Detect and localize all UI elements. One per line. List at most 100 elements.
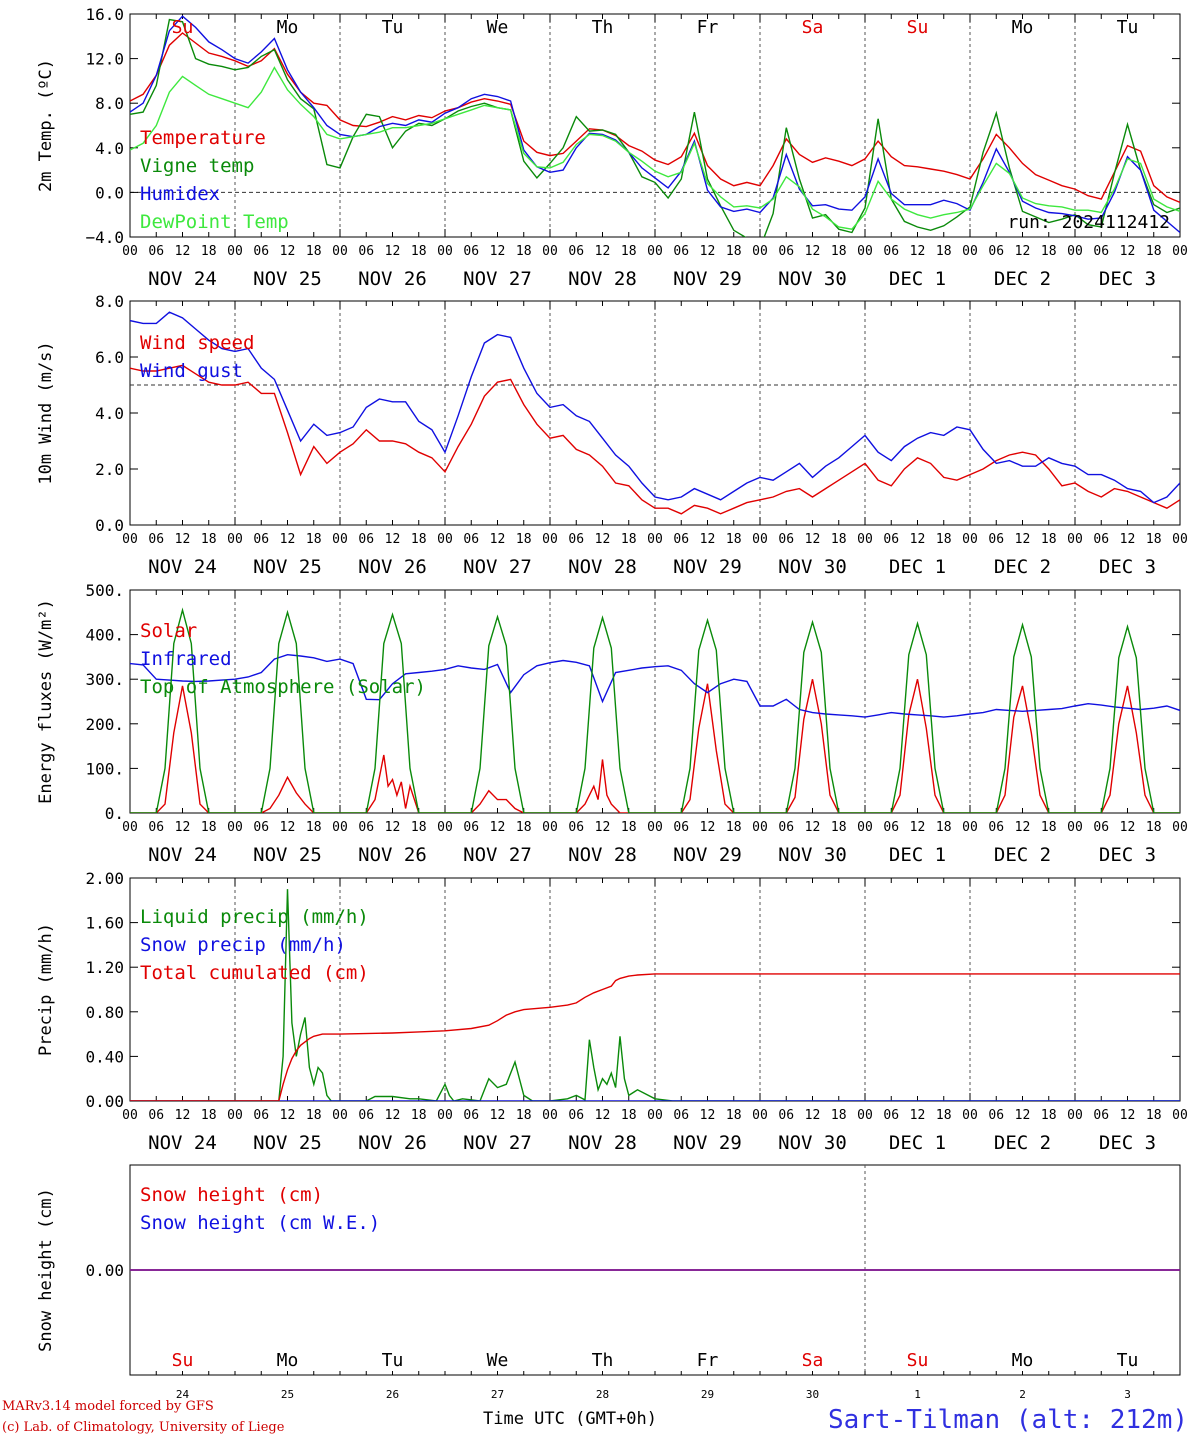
- y-tick-label: 400.: [85, 626, 124, 645]
- series-line-solar: [130, 679, 1180, 813]
- date-label: NOV 27: [463, 844, 532, 866]
- series-line-total-cumulated-cm-: [130, 973, 1180, 1101]
- date-label: NOV 30: [778, 556, 847, 578]
- model-credit: MARv3.14 model forced by GFS: [2, 1399, 214, 1414]
- weekday-label: Mo: [277, 17, 299, 38]
- series-line-vigne-temp: [130, 18, 1180, 237]
- date-label: DEC 3: [1099, 268, 1156, 290]
- y-tick-label: 0.80: [85, 1003, 124, 1022]
- hour-tick-label: 00: [542, 244, 558, 259]
- hour-tick-label: 12: [1120, 820, 1136, 835]
- date-label: DEC 2: [994, 1132, 1051, 1154]
- hour-tick-label: 18: [621, 532, 637, 547]
- legend-wind-speed: Wind speed: [140, 332, 254, 354]
- hour-tick-label: 00: [1067, 1108, 1083, 1123]
- hour-tick-label: 00: [962, 820, 978, 835]
- hour-tick-label: 00: [542, 532, 558, 547]
- hour-tick-label: 06: [148, 820, 164, 835]
- hour-tick-label: 06: [883, 244, 899, 259]
- hour-tick-label: 18: [831, 820, 847, 835]
- hour-tick-label: 06: [988, 244, 1004, 259]
- date-label: NOV 25: [253, 556, 322, 578]
- hour-tick-label: 00: [437, 532, 453, 547]
- legend-liquid-precip-mm-h-: Liquid precip (mm/h): [140, 906, 369, 928]
- hour-tick-label: 06: [148, 244, 164, 259]
- y-tick-label: 8.0: [95, 292, 124, 311]
- date-label: NOV 28: [568, 1132, 637, 1154]
- hour-tick-label: 12: [1015, 244, 1031, 259]
- hour-tick-label: 18: [936, 244, 952, 259]
- hour-tick-label: 18: [306, 532, 322, 547]
- hour-tick-label: 18: [1146, 532, 1162, 547]
- hour-tick-label: 18: [1146, 1108, 1162, 1123]
- hour-tick-label: 06: [988, 1108, 1004, 1123]
- date-label: DEC 1: [889, 556, 946, 578]
- y-tick-label: 100.: [85, 759, 124, 778]
- hour-tick-label: 00: [122, 1108, 138, 1123]
- hour-tick-label: 12: [1120, 244, 1136, 259]
- time-axis-label: Time UTC (GMT+0h): [483, 1409, 657, 1429]
- hour-tick-label: 18: [726, 1108, 742, 1123]
- hour-tick-label: 18: [201, 820, 217, 835]
- hour-tick-label: 00: [1172, 244, 1188, 259]
- legend-infrared: Infrared: [140, 648, 232, 670]
- hour-tick-label: 06: [1093, 820, 1109, 835]
- hour-tick-label: 18: [1041, 820, 1057, 835]
- hour-tick-label: 00: [227, 244, 243, 259]
- date-label: NOV 29: [673, 556, 742, 578]
- hour-tick-label: 18: [306, 820, 322, 835]
- hour-tick-label: 12: [175, 532, 191, 547]
- bottom-weekday-label: Su: [907, 1350, 929, 1371]
- date-label: DEC 3: [1099, 844, 1156, 866]
- bottom-weekday-label: We: [487, 1350, 509, 1371]
- date-label: NOV 28: [568, 556, 637, 578]
- date-label: NOV 25: [253, 844, 322, 866]
- hour-tick-label: 18: [621, 1108, 637, 1123]
- hour-tick-label: 06: [778, 820, 794, 835]
- panel-2: [129, 300, 1181, 526]
- hour-tick-label: 18: [621, 244, 637, 259]
- hour-tick-label: 06: [1093, 244, 1109, 259]
- date-label: NOV 28: [568, 844, 637, 866]
- hour-tick-label: 00: [122, 532, 138, 547]
- hour-tick-label: 06: [358, 532, 374, 547]
- hour-tick-label: 00: [647, 1108, 663, 1123]
- hour-tick-label: 00: [752, 1108, 768, 1123]
- y-axis-label: Energy fluxes (W/m²): [36, 599, 56, 804]
- legend-snow-precip-mm-h-: Snow precip (mm/h): [140, 934, 346, 956]
- hour-tick-label: 18: [1146, 244, 1162, 259]
- weekday-label: Tu: [1117, 17, 1139, 38]
- hour-tick-label: 00: [332, 532, 348, 547]
- hour-tick-label: 00: [647, 244, 663, 259]
- hour-tick-label: 12: [1015, 532, 1031, 547]
- series-line-top-of-atmosphere-solar-: [130, 607, 1180, 813]
- date-label: NOV 26: [358, 1132, 427, 1154]
- hour-tick-label: 18: [201, 244, 217, 259]
- y-tick-label: 12.0: [85, 50, 124, 69]
- bottom-day-number: 25: [281, 1388, 294, 1401]
- hour-tick-label: 12: [805, 820, 821, 835]
- hour-tick-label: 12: [1120, 532, 1136, 547]
- date-label: NOV 24: [148, 268, 217, 290]
- date-label: NOV 29: [673, 844, 742, 866]
- hour-tick-label: 12: [280, 1108, 296, 1123]
- bottom-weekday-label: Fr: [697, 1350, 719, 1371]
- hour-tick-label: 12: [595, 820, 611, 835]
- date-label: NOV 26: [358, 556, 427, 578]
- hour-tick-label: 18: [411, 1108, 427, 1123]
- hour-tick-label: 00: [857, 1108, 873, 1123]
- bottom-weekday-label: Tu: [1117, 1350, 1139, 1371]
- hour-tick-label: 06: [568, 244, 584, 259]
- hour-tick-label: 18: [936, 820, 952, 835]
- hour-tick-label: 12: [910, 244, 926, 259]
- hour-tick-label: 18: [1041, 1108, 1057, 1123]
- bottom-weekday-label: Su: [172, 1350, 194, 1371]
- plot-frame: [129, 300, 1181, 526]
- hour-tick-label: 06: [358, 244, 374, 259]
- date-label: DEC 1: [889, 844, 946, 866]
- bottom-weekday-label: Th: [592, 1350, 614, 1371]
- hour-tick-label: 00: [857, 244, 873, 259]
- date-label: DEC 3: [1099, 556, 1156, 578]
- hour-tick-label: 06: [463, 820, 479, 835]
- y-axis-label: Snow height (cm): [36, 1188, 56, 1352]
